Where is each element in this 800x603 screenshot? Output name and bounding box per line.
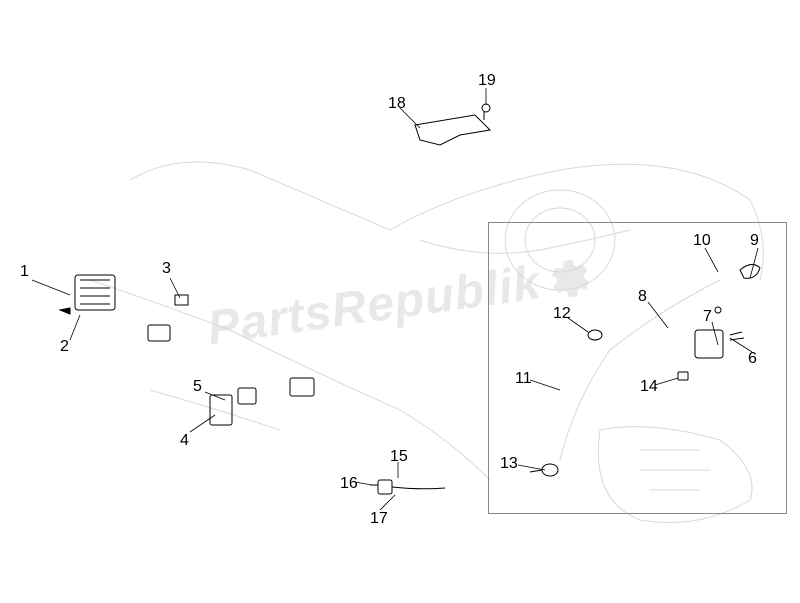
callout-2: 2 [60,338,69,356]
callout-1: 1 [20,263,29,281]
watermark: PartsRepublik [204,247,596,355]
callout-18: 18 [388,95,406,113]
leader-line-13 [0,0,800,603]
leader-line-16 [0,0,800,603]
leader-line-12 [0,0,800,603]
callout-4: 4 [180,432,189,450]
leader-line-2 [0,0,800,603]
callout-13: 13 [500,455,518,473]
parts-overlay [0,0,800,603]
leader-line-10 [0,0,800,603]
callout-16: 16 [340,475,358,493]
leader-line-17 [0,0,800,603]
leader-line-11 [0,0,800,603]
callout-9: 9 [750,232,759,250]
inset-frame [488,222,787,514]
leader-line-1 [0,0,800,603]
callout-17: 17 [370,510,388,528]
callout-12: 12 [553,305,571,323]
leader-line-19 [0,0,800,603]
leader-line-8 [0,0,800,603]
callout-11: 11 [515,370,532,388]
callout-7: 7 [703,308,712,326]
callout-8: 8 [638,288,647,306]
leader-line-15 [0,0,800,603]
leader-line-6 [0,0,800,603]
callout-14: 14 [640,378,658,396]
callout-10: 10 [693,232,711,250]
gear-icon [545,253,595,303]
watermark-text: PartsRepublik [204,255,544,356]
frame-outline-sketch [0,0,800,603]
leader-line-4 [0,0,800,603]
leader-line-7 [0,0,800,603]
callout-19: 19 [478,72,496,90]
leader-line-5 [0,0,800,603]
parts-diagram: PartsRepublik [0,0,800,603]
leader-line-3 [0,0,800,603]
callout-6: 6 [748,350,757,368]
leader-line-14 [0,0,800,603]
leader-line-18 [0,0,800,603]
callout-15: 15 [390,448,408,466]
callout-3: 3 [162,260,171,278]
leader-line-9 [0,0,800,603]
callout-5: 5 [193,378,202,396]
